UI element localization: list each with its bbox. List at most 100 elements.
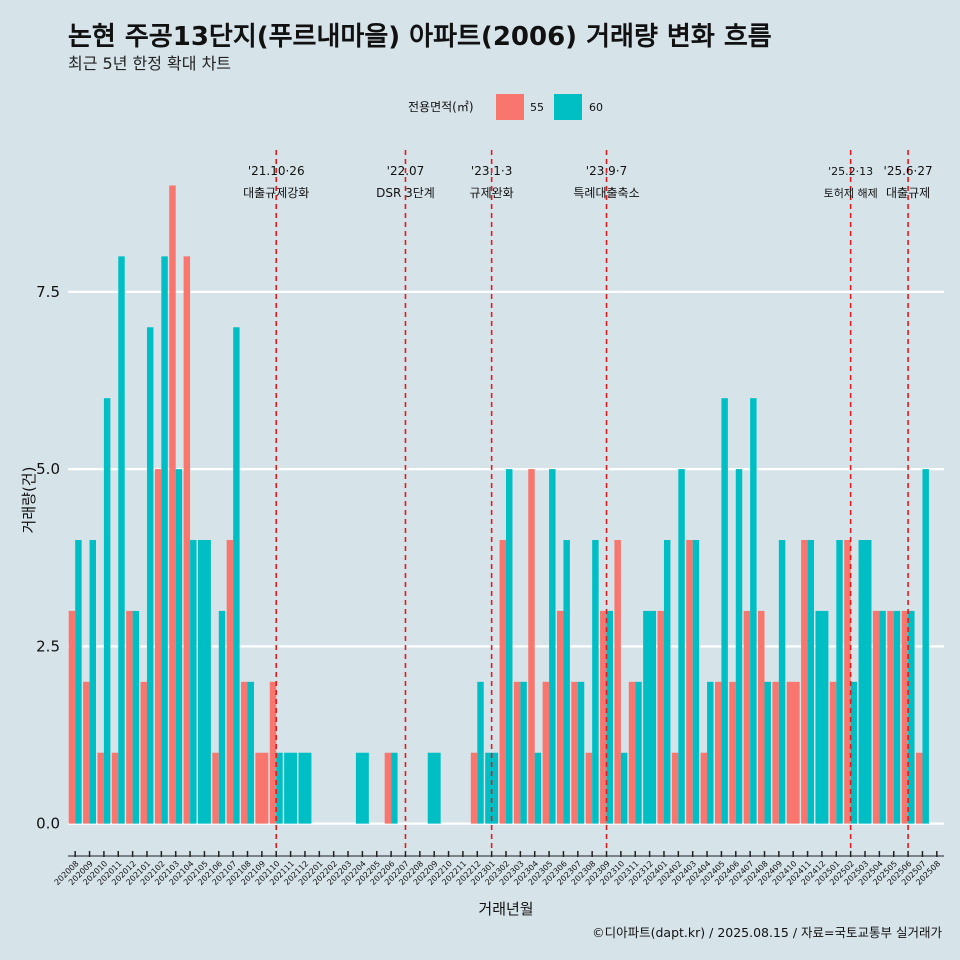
bar-55-202403	[686, 540, 693, 824]
bar-60-202503	[858, 540, 872, 824]
bar-55-202308	[585, 752, 593, 824]
bar-60-202408	[764, 681, 771, 824]
bar-55-202402	[671, 752, 679, 824]
y-axis: 0.0 2.5 5.0 7.5	[36, 283, 60, 833]
bar-60-202102	[161, 256, 168, 824]
y-tick-label: 7.5	[36, 283, 60, 301]
bar-60-202112	[298, 752, 312, 824]
bar-60-202303	[520, 681, 527, 824]
legend-label-55: 55	[530, 101, 544, 114]
legend: 전용면적(㎡) 55 60	[408, 94, 603, 120]
event-date: '21.10·26	[248, 164, 305, 178]
y-axis-label: 거래량(건)	[20, 467, 38, 534]
bar-55-202109	[255, 752, 269, 824]
y-tick-label: 2.5	[36, 637, 60, 655]
bar-60-202301	[485, 752, 499, 824]
bar-55-202310	[614, 540, 621, 824]
event-date: '22.07	[387, 164, 425, 178]
x-axis-label: 거래년월	[478, 900, 533, 918]
bar-60-202403	[692, 540, 700, 824]
event-date: '25.2·13	[828, 165, 873, 178]
bar-55-202101	[140, 681, 147, 824]
bar-60-202302	[506, 469, 513, 824]
bar-55-202010	[97, 752, 104, 824]
y-tick-label: 5.0	[36, 460, 60, 478]
bar-60-202305	[549, 469, 556, 824]
bar-55-202206	[384, 752, 392, 824]
bar-60-202307	[577, 681, 585, 824]
bar-60-202209	[427, 752, 441, 824]
bar-55-202104	[183, 256, 191, 824]
bar-55-202302	[499, 540, 506, 824]
bar-60-202103	[175, 469, 183, 824]
legend-swatch-55	[496, 94, 524, 120]
legend-label-60: 60	[589, 101, 603, 114]
bar-55-202008	[68, 610, 76, 824]
bar-60-202104	[190, 540, 197, 824]
event-label: 대출규제	[886, 186, 930, 200]
bar-60-202310	[620, 752, 628, 824]
bar-60-202505	[893, 610, 901, 824]
bar-55-202309	[600, 610, 607, 824]
bar-60-202008	[75, 540, 82, 824]
bar-55-202103	[169, 185, 176, 824]
bar-55-202102	[154, 469, 162, 824]
bar-60-202204	[355, 752, 369, 824]
bar-60-202308	[592, 540, 599, 824]
event-lines: '21.10·26 대출규제강화 '22.07 DSR 3단계 '23.1·3 규제완화 '…	[243, 150, 933, 852]
event-label: 토허제 해제	[824, 186, 878, 200]
event-label: 특례대출축소	[573, 186, 639, 200]
bar-60-202110	[276, 752, 283, 824]
bar-60-202309	[606, 610, 613, 824]
chart-subtitle: 최근 5년 한정 확대 차트	[68, 54, 231, 73]
event-date: '23.9·7	[586, 164, 627, 178]
legend-swatch-60	[554, 94, 582, 120]
event-label: 규제완화	[470, 186, 514, 200]
bar-60-202401	[663, 540, 671, 824]
bar-60-202506	[908, 610, 915, 824]
bar-55-202504	[872, 610, 880, 824]
bar-55-202106	[212, 752, 219, 824]
bar-60-202311	[635, 681, 642, 824]
bar-55-202505	[887, 610, 894, 824]
bar-55-202507	[915, 752, 923, 824]
bar-55-202404	[700, 752, 708, 824]
bar-60-202502	[850, 681, 858, 824]
bar-60-202111	[284, 752, 298, 824]
bar-55-202304	[528, 469, 535, 824]
bar-60-202212	[477, 681, 484, 824]
bar-55-202311	[628, 681, 636, 824]
legend-title: 전용면적(㎡)	[408, 100, 474, 114]
bar-55-202303	[513, 681, 521, 824]
bar-60-202405	[721, 398, 728, 824]
bar-60-202108	[247, 681, 254, 824]
bar-55-202410	[786, 681, 800, 824]
bar-60-202407	[750, 398, 757, 824]
caption: ©디아파트(dapt.kr) / 2025.08.15 / 자료=국토교통부 실…	[592, 925, 942, 940]
bar-60-202009	[89, 540, 97, 824]
bar-60-202404	[707, 681, 714, 824]
bar-55-202408	[758, 610, 765, 824]
bar-55-202411	[801, 540, 808, 824]
bar-60-202406	[735, 469, 743, 824]
bar-60-202412	[815, 610, 829, 824]
bar-60-202411	[807, 540, 815, 824]
bar-60-202507	[922, 469, 929, 824]
bar-60-202402	[678, 469, 685, 824]
bar-60-202501	[836, 540, 843, 824]
bar-60-202306	[563, 540, 570, 824]
bar-60-202304	[534, 752, 542, 824]
bar-55-202108	[241, 681, 248, 824]
bar-55-202305	[542, 681, 550, 824]
bar-55-202011	[111, 752, 119, 824]
bar-60-202011	[118, 256, 125, 824]
bar-55-202307	[571, 681, 578, 824]
bar-60-202504	[879, 610, 886, 824]
bar-60-202409	[778, 540, 786, 824]
bar-60-202010	[103, 398, 111, 824]
bar-60-202012	[132, 610, 140, 824]
event-label: DSR 3단계	[376, 186, 435, 200]
bar-55-202407	[743, 610, 751, 824]
bar-55-202306	[556, 610, 564, 824]
